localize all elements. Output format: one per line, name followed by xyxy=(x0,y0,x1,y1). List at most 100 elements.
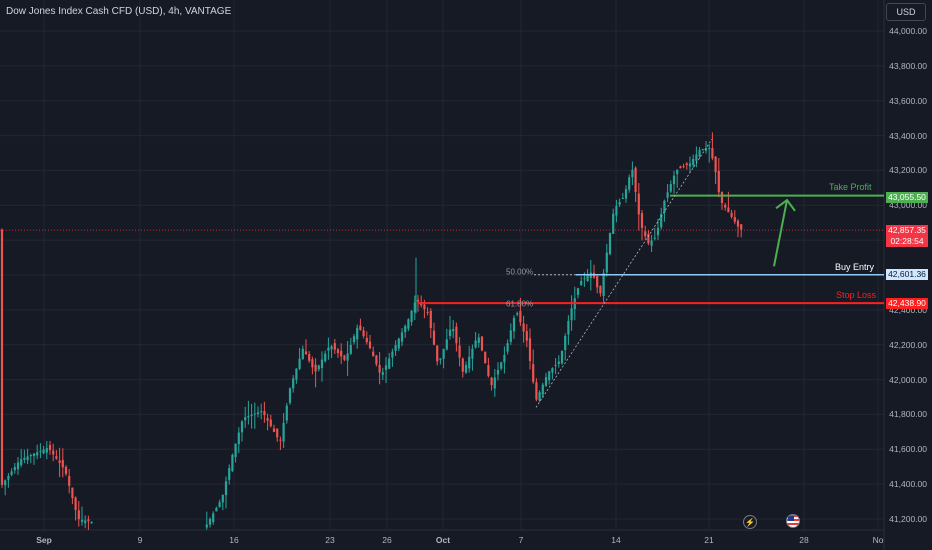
candle-body xyxy=(253,413,256,415)
candle-body xyxy=(391,351,394,358)
candle-body xyxy=(263,411,266,416)
candle-body xyxy=(570,308,573,321)
candle-body xyxy=(330,346,333,350)
candle-body xyxy=(90,521,93,524)
candle-body xyxy=(644,231,647,237)
candle-body xyxy=(240,421,244,433)
candle-body xyxy=(509,330,512,342)
candle-body xyxy=(525,331,528,341)
time-tick-label: 28 xyxy=(799,535,809,545)
lightning-icon[interactable]: ⚡ xyxy=(743,515,757,529)
candle-body xyxy=(352,336,356,343)
candle-body xyxy=(605,252,608,273)
candle-body xyxy=(698,150,701,157)
candle-body xyxy=(445,339,448,350)
price-tick-label: 42,000.00 xyxy=(889,374,927,385)
time-tick-label: 7 xyxy=(518,535,524,545)
fib-618-label: 61.80% xyxy=(506,299,534,309)
candle-body xyxy=(324,353,327,362)
candle-body xyxy=(484,351,487,364)
time-tick-label: 26 xyxy=(382,535,392,545)
price-tick-label: 43,400.00 xyxy=(889,130,927,141)
fib-50-label: 50.00% xyxy=(506,267,534,277)
candle-body xyxy=(317,365,320,370)
candle-body xyxy=(77,510,80,520)
candle-body xyxy=(346,353,349,361)
price-tick-label: 42,200.00 xyxy=(889,339,927,350)
candle-body xyxy=(730,212,733,217)
candle-body xyxy=(10,471,13,475)
stop-loss-label[interactable]: Stop Loss xyxy=(836,290,877,300)
candle-body xyxy=(477,337,480,343)
time-tick-label: 9 xyxy=(137,535,143,545)
candle-body xyxy=(487,365,490,377)
candle-body xyxy=(244,417,247,421)
candle-body xyxy=(519,310,522,323)
symbol-title[interactable]: Dow Jones Index Cash CFD (USD), 4h, VANT… xyxy=(6,6,232,17)
buy-entry-price-tag: 42,601.36 xyxy=(886,269,928,280)
candle-body xyxy=(23,457,26,460)
candle-body xyxy=(496,369,500,375)
candle-body xyxy=(708,147,711,149)
candle-body xyxy=(378,364,381,373)
candle-body xyxy=(68,475,71,486)
candle-body xyxy=(221,494,224,503)
price-tick-label: 41,600.00 xyxy=(889,444,927,455)
candle-body xyxy=(250,414,253,416)
candle-body xyxy=(247,415,250,418)
candle-body xyxy=(304,351,308,355)
candle-body xyxy=(480,336,484,351)
candle-body xyxy=(333,343,336,350)
candle-body xyxy=(320,359,324,369)
time-tick-label: 16 xyxy=(229,535,239,545)
candle-body xyxy=(394,345,397,351)
candle-body xyxy=(61,460,64,468)
candle-body xyxy=(276,428,279,438)
candle-body xyxy=(208,519,212,525)
candle-body xyxy=(272,428,276,432)
candle-body xyxy=(84,520,87,524)
currency-button[interactable]: USD xyxy=(886,3,926,21)
candle-body xyxy=(685,163,688,166)
candle-body xyxy=(298,358,301,369)
candle-body xyxy=(218,502,221,507)
candle-body xyxy=(637,193,640,215)
candle-body xyxy=(269,419,272,427)
candle-body xyxy=(439,358,442,360)
candle-body xyxy=(407,319,410,329)
candle-body xyxy=(404,325,407,333)
time-tick-label: 14 xyxy=(611,535,621,545)
price-tick-label: 41,800.00 xyxy=(889,409,927,420)
us-flag-icon[interactable] xyxy=(786,514,800,528)
candle-body xyxy=(7,475,10,480)
candle-body xyxy=(576,288,580,295)
candle-body xyxy=(663,200,666,213)
candle-body xyxy=(557,361,560,364)
candle-body xyxy=(429,310,432,328)
candle-body xyxy=(544,377,548,386)
candle-body xyxy=(256,412,260,415)
candle-body xyxy=(736,220,740,227)
candle-body xyxy=(512,317,516,332)
candle-body xyxy=(528,338,532,361)
time-tick-label: Sep xyxy=(36,535,52,545)
candle-body xyxy=(656,227,660,236)
candle-body xyxy=(490,377,493,386)
candle-body xyxy=(4,480,7,486)
candle-body xyxy=(413,302,416,313)
candle-body xyxy=(461,358,464,372)
buy-entry-label[interactable]: Buy Entry xyxy=(835,262,875,272)
candle-body xyxy=(80,519,84,522)
candle-body xyxy=(39,450,42,452)
take-profit-price-tag: 43,055.50 xyxy=(886,192,928,203)
candle-body xyxy=(32,453,36,457)
candle-body xyxy=(704,148,708,151)
take-profit-label[interactable]: Take Profit xyxy=(829,182,872,192)
candle-body xyxy=(260,411,263,413)
candle-body xyxy=(503,354,506,363)
candle-body xyxy=(13,466,16,471)
candle-body xyxy=(618,201,621,205)
candle-body xyxy=(688,163,692,167)
